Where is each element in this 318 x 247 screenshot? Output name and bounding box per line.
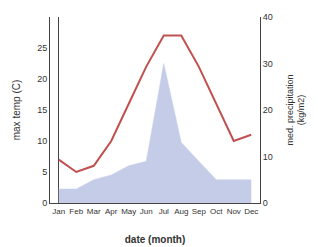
- svg-text:40: 40: [263, 12, 273, 22]
- svg-text:med. precipitation(kg/m2): med. precipitation(kg/m2): [285, 74, 307, 145]
- svg-text:May: May: [121, 207, 136, 216]
- svg-text:Apr: Apr: [105, 207, 118, 216]
- svg-text:Jun: Jun: [140, 207, 153, 216]
- svg-text:max temp (C): max temp (C): [11, 80, 22, 141]
- svg-text:20: 20: [37, 74, 47, 84]
- svg-text:0: 0: [263, 198, 268, 208]
- svg-text:Dec: Dec: [244, 207, 258, 216]
- svg-text:Feb: Feb: [69, 207, 83, 216]
- svg-text:0: 0: [42, 198, 47, 208]
- svg-text:Oct: Oct: [210, 207, 223, 216]
- svg-text:15: 15: [37, 105, 47, 115]
- svg-text:10: 10: [263, 152, 273, 162]
- svg-text:25: 25: [37, 43, 47, 53]
- svg-text:Nov: Nov: [227, 207, 241, 216]
- svg-text:10: 10: [37, 136, 47, 146]
- svg-text:30: 30: [263, 59, 273, 69]
- svg-text:date (month): date (month): [125, 234, 186, 245]
- svg-text:Mar: Mar: [87, 207, 101, 216]
- svg-text:Aug: Aug: [174, 207, 188, 216]
- svg-text:Jul: Jul: [159, 207, 169, 216]
- svg-text:Jan: Jan: [52, 207, 65, 216]
- svg-text:Sep: Sep: [192, 207, 207, 216]
- svg-text:5: 5: [42, 167, 47, 177]
- svg-text:20: 20: [263, 105, 273, 115]
